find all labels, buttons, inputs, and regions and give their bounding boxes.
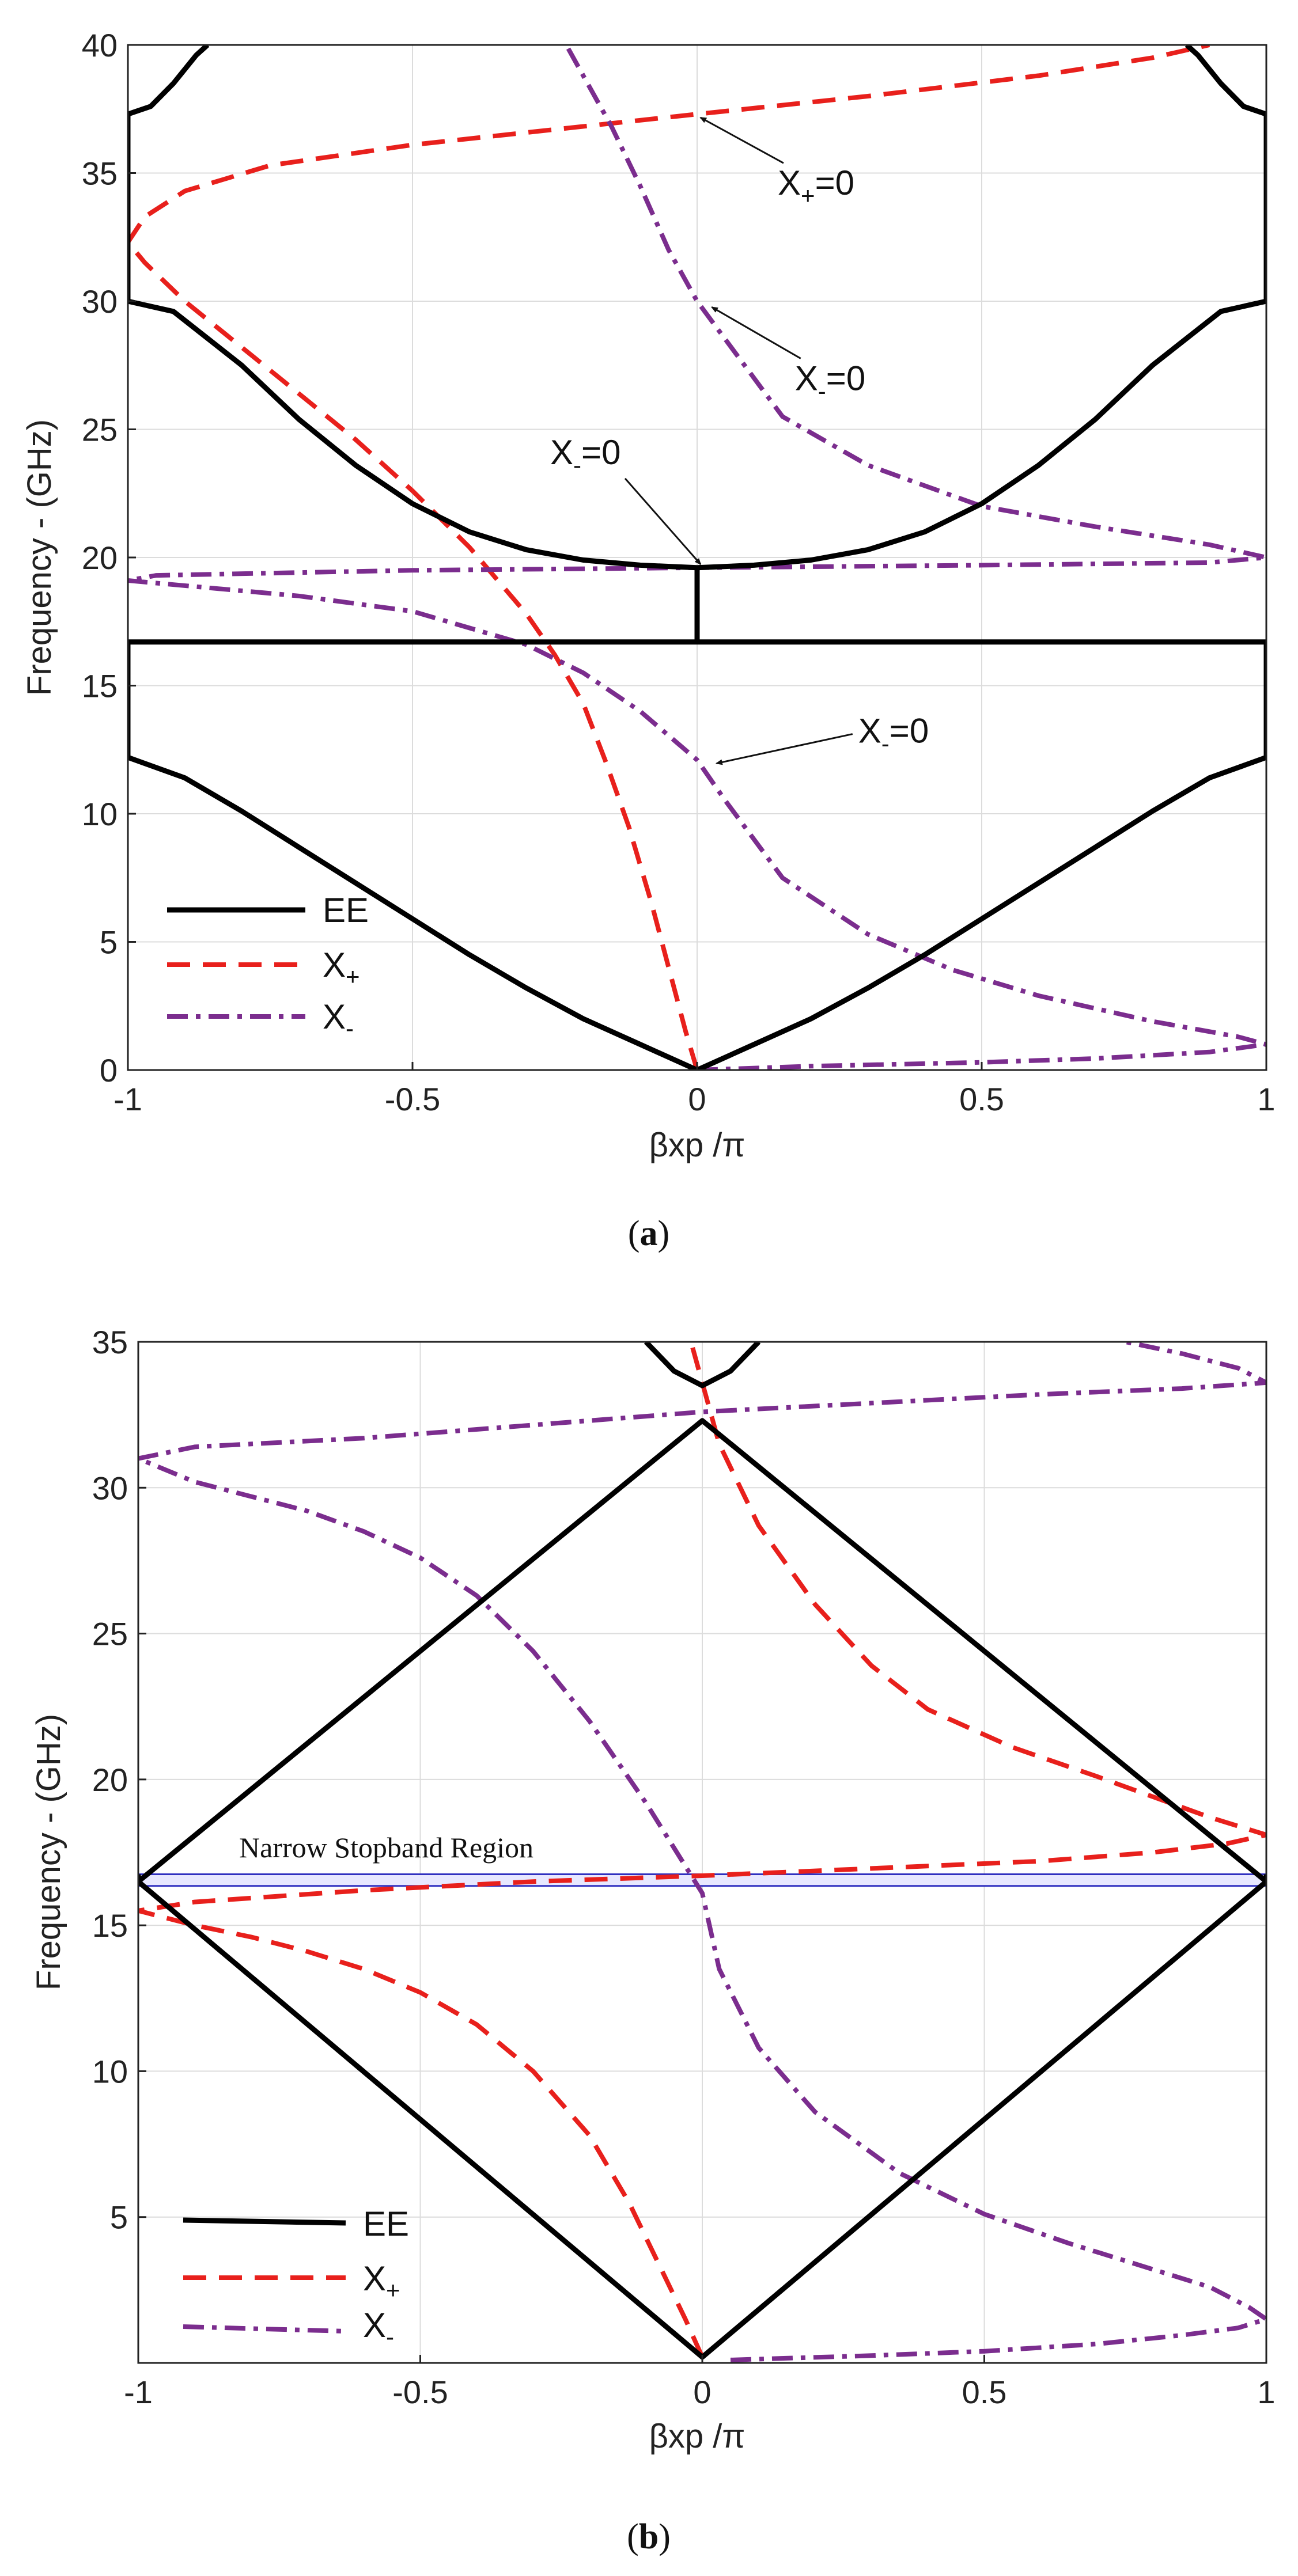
x-tick-label: -0.5 (392, 2374, 448, 2410)
series-xplus-curve (128, 45, 1210, 1070)
annotation-label: X-=0 (858, 712, 929, 757)
x-tick-label: 0 (693, 2374, 711, 2410)
series-ee-curve (696, 754, 1266, 1070)
panel-a-ylabel: Frequency - (GHz) (21, 419, 58, 696)
annotation-label: X-=0 (795, 359, 865, 404)
series-ee-curve (128, 298, 1266, 571)
panel-b-region-label: Narrow Stopband Region (239, 1831, 533, 1864)
panel-b-caption-letter: b (639, 2517, 659, 2556)
y-tick-label: 25 (82, 412, 118, 448)
legend-b-label-xplus-sub: + (386, 2277, 400, 2304)
x-tick-label: 0 (688, 1081, 706, 1117)
series-ee-curve (1185, 45, 1266, 117)
y-tick-label: 5 (100, 924, 118, 961)
annotation-arrow (699, 116, 784, 164)
legend-a-label-xminus-sub: - (346, 1015, 354, 1042)
annotation-arrow (715, 733, 853, 765)
legend-a-label-xplus-sub: + (346, 963, 360, 990)
panel-a-grid (127, 44, 1267, 1071)
annotation-label-sub: - (818, 377, 826, 404)
series-ee-curve (644, 1342, 761, 1388)
y-tick-label: 0 (100, 1052, 118, 1088)
y-tick-label: 30 (82, 283, 118, 320)
x-tick-label: 1 (1257, 1081, 1275, 1117)
annotation-arrow (624, 477, 702, 566)
y-tick-label: 35 (92, 1324, 128, 1360)
panel-b-xlabel: βxp /π (649, 2418, 746, 2455)
y-tick-label: 25 (92, 1616, 128, 1652)
legend-b-label-xminus-sub: - (386, 2323, 394, 2350)
legend-a-label-xplus-main: X (323, 946, 346, 984)
x-tick-label: 0.5 (962, 2374, 1007, 2410)
annotation-label-sub: - (573, 452, 581, 479)
y-tick-label: 15 (82, 668, 118, 704)
stopband-band (138, 1874, 1266, 1886)
y-tick-label: 35 (82, 155, 118, 192)
panel-b-ylabel: Frequency - (GHz) (30, 1714, 67, 1990)
y-tick-label: 10 (82, 796, 118, 832)
legend-a-label-xminus-main: X (323, 997, 346, 1036)
series-xminus-curve (128, 45, 1266, 1070)
series-ee-curve (128, 45, 210, 117)
y-tick-label: 40 (82, 27, 118, 63)
panel-b-legend: EE X+ X- (183, 2205, 409, 2350)
annotation-label-sub: + (801, 182, 815, 209)
x-tick-label: 1 (1257, 2374, 1275, 2410)
y-tick-label: 15 (92, 1907, 128, 1944)
series-xminus-curve (138, 1342, 1266, 2362)
y-tick-label: 10 (92, 2053, 128, 2089)
legend-b-label-xplus: X+ (363, 2259, 400, 2304)
series-ee-curve (128, 754, 698, 1070)
series-ee-curve (138, 1418, 1266, 1884)
panel-b-caption: (b) (627, 2517, 671, 2556)
legend-a-label-xplus: X+ (323, 946, 360, 990)
x-tick-label: -0.5 (385, 1081, 441, 1117)
panel-b-series-group (138, 1342, 1266, 2362)
y-tick-label: 20 (92, 1762, 128, 1798)
x-tick-label: 0.5 (959, 1081, 1004, 1117)
annotation-label-main: X (795, 359, 818, 397)
annotation-label-suffix: =0 (581, 433, 620, 472)
panel-a-caption: (a) (628, 1214, 669, 1253)
legend-b-label-xminus-main: X (363, 2306, 386, 2344)
legend-b-line-ee (183, 2217, 346, 2226)
series-xplus-curve (138, 1342, 1266, 2358)
panel-a-legend: EE X+ X- (167, 891, 369, 1042)
annotation-label: X-=0 (550, 433, 620, 479)
annotation-arrow (711, 306, 801, 359)
panel-a-series-group (128, 45, 1266, 1070)
y-tick-label: 20 (82, 540, 118, 576)
annotation-label-main: X (778, 164, 801, 202)
panel-a-xlabel: βxp /π (649, 1126, 746, 1164)
legend-b-label-ee: EE (363, 2205, 409, 2243)
x-tick-label: -1 (124, 2374, 153, 2410)
x-tick-label: -1 (113, 1081, 142, 1117)
panel-a-caption-letter: a (640, 1214, 658, 1253)
panel-a-annotations: X+=0X-=0X-=0X-=0 (550, 116, 929, 765)
annotation-label-main: X (858, 712, 881, 750)
legend-a-label-xminus: X- (323, 997, 354, 1042)
y-tick-label: 30 (92, 1470, 128, 1506)
annotation-label-sub: - (881, 730, 890, 757)
panel-b-grid (138, 1341, 1267, 2363)
annotation-label-suffix: =0 (890, 712, 929, 750)
legend-b-label-xplus-main: X (363, 2259, 386, 2298)
annotation-label: X+=0 (778, 164, 854, 209)
annotation-label-suffix: =0 (826, 359, 865, 397)
legend-b-line-xminus (183, 2324, 346, 2334)
legend-b-label-xminus: X- (363, 2306, 394, 2350)
legend-a-label-ee: EE (323, 891, 369, 930)
y-tick-label: 5 (110, 2199, 128, 2236)
annotation-label-suffix: =0 (815, 164, 854, 202)
annotation-label-main: X (550, 433, 573, 472)
